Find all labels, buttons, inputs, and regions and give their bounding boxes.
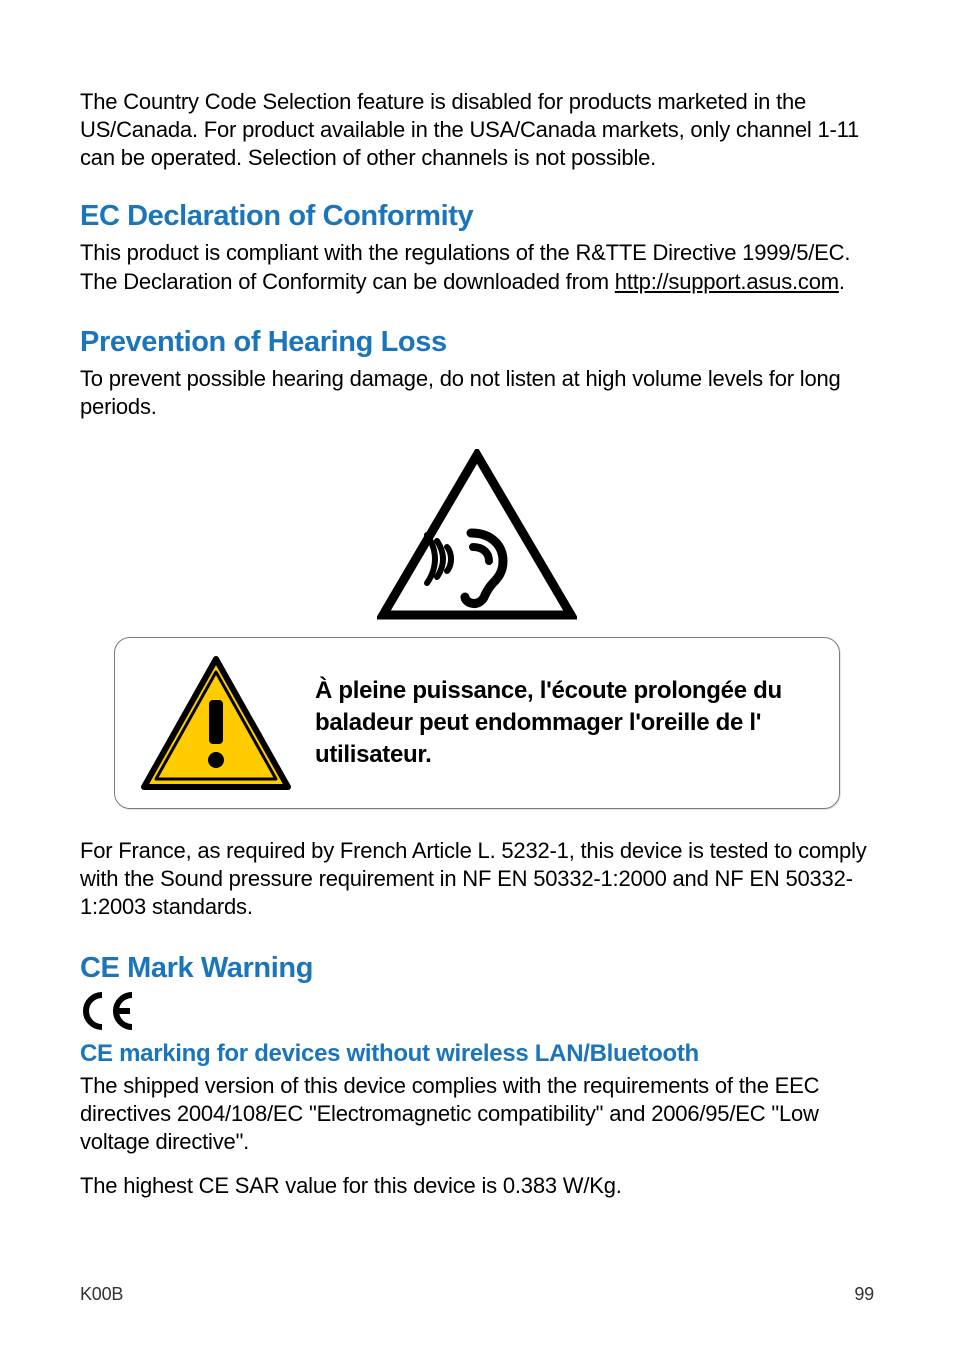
- ec-declaration-heading: EC Declaration of Conformity: [80, 200, 874, 233]
- ec-declaration-text: This product is compliant with the regul…: [80, 239, 874, 295]
- ec-declaration-link[interactable]: http://support.asus.com: [615, 269, 839, 294]
- ec-declaration-suffix: .: [839, 269, 845, 294]
- hearing-loss-heading: Prevention of Hearing Loss: [80, 326, 874, 359]
- french-warning-box: À pleine puissance, l'écoute prolongée d…: [114, 637, 840, 809]
- footer-page-number: 99: [854, 1284, 874, 1305]
- hearing-warning-triangle-icon: [377, 449, 577, 621]
- ce-subheading: CE marking for devices without wireless …: [80, 1040, 874, 1068]
- ce-sar-text: The highest CE SAR value for this device…: [80, 1172, 874, 1200]
- france-compliance-text: For France, as required by French Articl…: [80, 837, 874, 921]
- footer-model: K00B: [80, 1284, 123, 1305]
- hearing-warning-icon-container: [80, 449, 874, 621]
- ce-mark-icon: [80, 991, 140, 1031]
- yellow-warning-triangle-icon: [141, 656, 291, 790]
- ce-logo-container: [80, 991, 874, 1036]
- page-footer: K00B 99: [80, 1284, 874, 1305]
- intro-paragraph: The Country Code Selection feature is di…: [80, 88, 874, 172]
- ce-compliance-text: The shipped version of this device compl…: [80, 1072, 874, 1156]
- hearing-loss-text: To prevent possible hearing damage, do n…: [80, 365, 874, 421]
- french-warning-text: À pleine puissance, l'écoute prolongée d…: [315, 675, 819, 772]
- ce-mark-heading: CE Mark Warning: [80, 952, 874, 985]
